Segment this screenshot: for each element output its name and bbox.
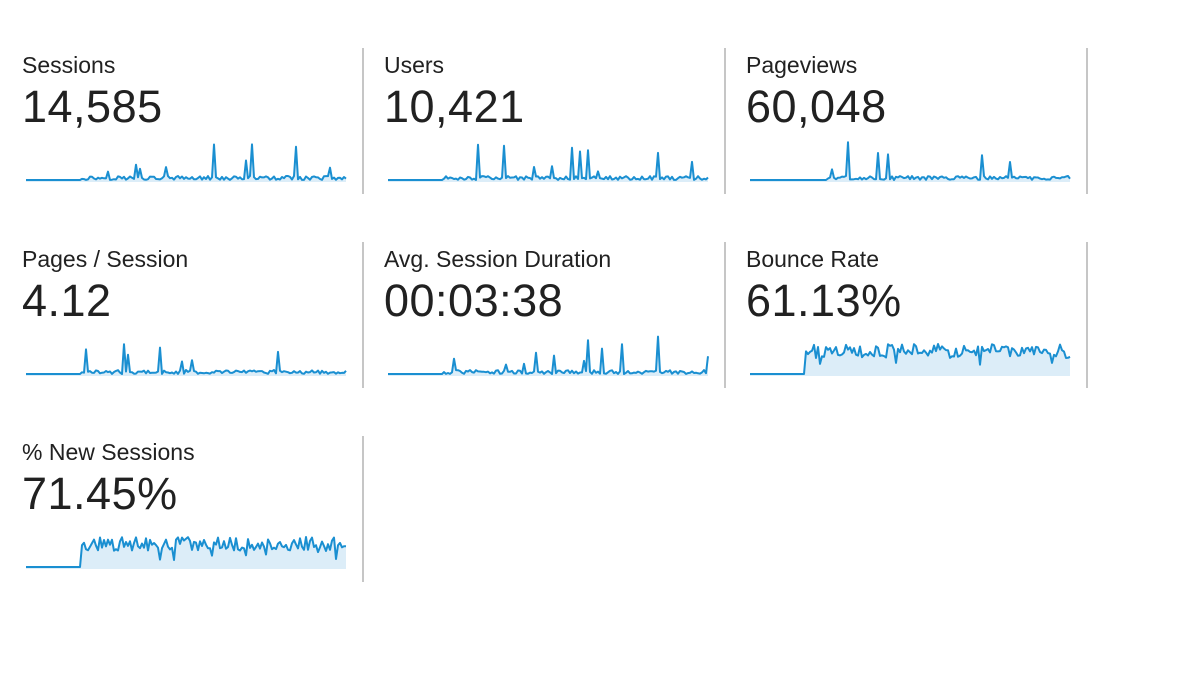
metric-value: 14,585 xyxy=(22,81,163,132)
metric-label: Avg. Session Duration xyxy=(384,246,612,272)
metric-tile-bounce-rate[interactable]: Bounce Rate 61.13% xyxy=(746,244,1088,390)
metric-label: Users xyxy=(384,52,445,78)
metric-label: Sessions xyxy=(22,52,116,78)
sparkline-area xyxy=(750,344,1070,376)
tile-divider xyxy=(362,242,364,388)
metric-tile-new-sessions[interactable]: % New Sessions 71.45% xyxy=(22,437,364,583)
sparkline xyxy=(750,141,1071,182)
sparkline-line xyxy=(388,143,709,181)
metric-tile-pageviews[interactable]: Pageviews 60,048 xyxy=(746,50,1088,196)
metric-tile-avg-session-duration[interactable]: Avg. Session Duration 00:03:38 xyxy=(384,244,726,390)
sparkline-line xyxy=(26,343,347,375)
metric-tile-sessions[interactable]: Sessions 14,585 xyxy=(22,50,364,196)
metric-value: 4.12 xyxy=(22,275,112,326)
tile-divider xyxy=(724,48,726,194)
metric-value: 71.45% xyxy=(22,468,178,519)
sparkline-area xyxy=(26,537,346,569)
metric-label: Pageviews xyxy=(746,52,858,78)
metric-tile-pages-per-session[interactable]: Pages / Session 4.12 xyxy=(22,244,364,390)
sparkline-area xyxy=(750,142,1070,182)
sparkline xyxy=(388,335,709,376)
sparkline xyxy=(26,536,347,569)
tile-divider xyxy=(1086,48,1088,194)
metric-value: 60,048 xyxy=(746,81,887,132)
metric-value: 10,421 xyxy=(384,81,525,132)
sparkline-area xyxy=(26,144,346,182)
metric-label: Pages / Session xyxy=(22,246,189,272)
sparkline-line xyxy=(750,141,1071,181)
tile-divider xyxy=(1086,242,1088,388)
sparkline xyxy=(750,343,1071,376)
sparkline-line xyxy=(26,143,347,181)
metric-label: Bounce Rate xyxy=(746,246,879,272)
sparkline-line xyxy=(388,335,709,375)
metric-label: % New Sessions xyxy=(22,439,195,465)
tile-divider xyxy=(362,48,364,194)
sparkline-line xyxy=(750,343,1071,375)
tile-divider xyxy=(724,242,726,388)
sparkline xyxy=(26,143,347,182)
metric-tile-users[interactable]: Users 10,421 xyxy=(384,50,726,196)
sparkline xyxy=(388,143,709,182)
sparkline-line xyxy=(26,536,347,568)
metric-value: 61.13% xyxy=(746,275,902,326)
metric-value: 00:03:38 xyxy=(384,275,564,326)
sparkline xyxy=(26,343,347,376)
tile-divider xyxy=(362,436,364,582)
